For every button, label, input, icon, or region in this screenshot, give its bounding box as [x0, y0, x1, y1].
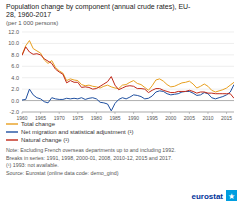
- y-tick-label: 10.0: [8, 40, 19, 46]
- y-tick-label: 4.0: [11, 75, 19, 81]
- title: Population change by component (annual c…: [6, 3, 191, 18]
- x-tick-label: 1970: [54, 115, 65, 121]
- series-line: [22, 85, 234, 111]
- x-tick-label: 1985: [109, 115, 120, 121]
- brand-text: eurostat: [191, 192, 223, 201]
- legend-swatch: [6, 139, 18, 140]
- x-tick-label: 1975: [72, 115, 83, 121]
- brand-icon: [226, 190, 237, 201]
- grid-line: [22, 32, 234, 33]
- x-tick-label: 2015: [221, 115, 232, 121]
- x-tick-label: 2010: [202, 115, 213, 121]
- grid-line: [22, 43, 234, 44]
- y-tick-label: 6.0: [11, 63, 19, 69]
- series-line: [22, 47, 234, 98]
- x-tick-label: 1960: [16, 115, 27, 121]
- x-tick-label: 1965: [35, 115, 46, 121]
- grid-line: [22, 89, 234, 90]
- x-axis-line: [22, 112, 234, 113]
- legend-label: Natural change (¹): [21, 137, 69, 143]
- x-tick-label: 1995: [147, 115, 158, 121]
- grid-line: [22, 100, 234, 101]
- legend-label: Net migration and statistical adjustment…: [21, 129, 133, 135]
- note: Breaks in series: 1991, 1998, 2000-01, 2…: [6, 155, 172, 161]
- grid-line: [22, 77, 234, 78]
- title-line: 28, 1960-2017: [6, 11, 51, 18]
- y-tick-label: 2.0: [11, 86, 19, 92]
- note: Note: Excluding French overseas departme…: [6, 147, 176, 153]
- grid-line: [22, 112, 234, 113]
- grid-line: [22, 54, 234, 55]
- subtitle: (per 1 000 persons): [6, 20, 58, 26]
- legend-label: Total change: [21, 121, 56, 127]
- y-tick-label: 8.0: [11, 52, 19, 58]
- x-tick-label: 2005: [184, 115, 195, 121]
- y-tick-label: 0.0: [11, 98, 19, 104]
- x-tick-label: 2000: [165, 115, 176, 121]
- x-tick-label: 1990: [128, 115, 139, 121]
- note: (¹) 1993: not available.: [6, 162, 59, 168]
- chart: Population change by component (annual c…: [0, 0, 242, 208]
- legend-swatch: [6, 131, 18, 132]
- y-tick-label: 12.0: [8, 29, 19, 35]
- brand-star: ★: [228, 192, 235, 201]
- legend-swatch: [6, 123, 18, 124]
- lines: [22, 41, 234, 111]
- x-tick-label: 1980: [91, 115, 102, 121]
- title-line: Population change by component (annual c…: [6, 3, 191, 11]
- note: Source: Eurostat (online data code: demo…: [6, 170, 119, 176]
